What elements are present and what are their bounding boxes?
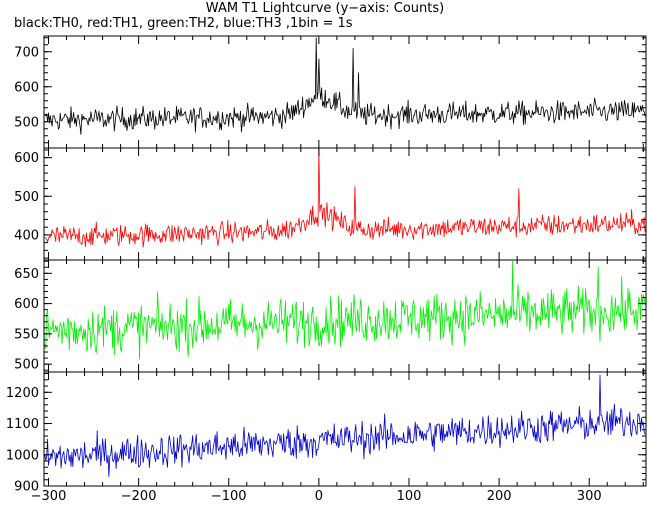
x-tick-label: 0 <box>315 489 323 504</box>
panel-frame-1 <box>43 35 647 149</box>
series-line-th1 <box>44 147 646 248</box>
panel-frame-4 <box>43 371 647 487</box>
y-tick-label: 500 <box>14 190 39 205</box>
y-tick-label: 500 <box>14 358 39 373</box>
y-tick-label: 1000 <box>6 448 39 463</box>
panel-frame-2 <box>43 147 647 261</box>
chart-title: WAM T1 Lightcurve (y−axis: Counts) <box>205 1 445 16</box>
y-tick-label: 500 <box>14 115 39 130</box>
y-tick-label: 600 <box>14 151 39 166</box>
x-tick-label: −200 <box>121 489 157 504</box>
y-tick-label: 1200 <box>6 386 39 401</box>
x-tick-label: −300 <box>31 489 67 504</box>
y-tick-label: 600 <box>14 80 39 95</box>
y-tick-label: 600 <box>14 297 39 312</box>
x-tick-label: 100 <box>397 489 422 504</box>
y-tick-label: 1100 <box>6 417 39 432</box>
y-tick-label: 700 <box>14 45 39 60</box>
x-tick-label: 200 <box>487 489 512 504</box>
y-tick-label: 550 <box>14 327 39 342</box>
x-tick-label: −100 <box>211 489 247 504</box>
y-tick-label: 650 <box>14 267 39 282</box>
y-tick-label: 900 <box>14 480 39 495</box>
y-tick-label: 400 <box>14 228 39 243</box>
series-line-th3 <box>44 374 646 478</box>
series-line-th2 <box>44 260 646 360</box>
series-line-th0 <box>44 37 646 135</box>
chart-subtitle: black:TH0, red:TH1, green:TH2, blue:TH3 … <box>14 16 353 31</box>
x-tick-label: 300 <box>577 489 602 504</box>
